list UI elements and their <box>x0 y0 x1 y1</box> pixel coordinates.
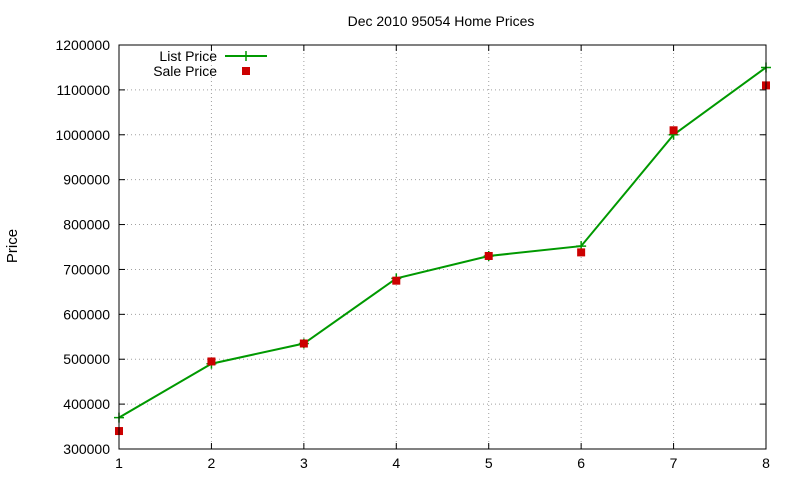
list-price-line <box>118 66 767 419</box>
x-tick-label: 3 <box>300 455 308 471</box>
grid-lines <box>119 45 766 449</box>
y-tick-label: 600000 <box>63 306 110 322</box>
x-tick-label: 4 <box>392 455 400 471</box>
sale-price-point <box>669 126 678 135</box>
y-tick-label: 1000000 <box>55 127 110 143</box>
x-tick-label: 6 <box>577 455 585 471</box>
x-tick-label: 2 <box>208 455 216 471</box>
y-tick-label: 300000 <box>63 441 110 457</box>
y-tick-label: 500000 <box>63 351 110 367</box>
sale-price-point <box>484 251 493 260</box>
y-tick-label: 1100000 <box>57 82 111 98</box>
x-tick-label: 1 <box>115 455 123 471</box>
sale-price-point <box>577 248 586 257</box>
y-tick-label: 400000 <box>63 396 110 412</box>
x-tick-label: 7 <box>670 455 678 471</box>
legend-label-sale-price: Sale Price <box>153 63 217 79</box>
legend-marker-sale-price <box>242 67 250 75</box>
chart-title: Dec 2010 95054 Home Prices <box>348 13 535 29</box>
x-tick-label: 8 <box>762 455 770 471</box>
y-axis-label: Price <box>4 229 21 263</box>
plot-frame <box>118 44 767 450</box>
sale-price-point <box>392 276 401 285</box>
legend-label-list-price: List Price <box>159 48 217 64</box>
x-tick-label: 5 <box>485 455 493 471</box>
data-series <box>114 62 771 436</box>
y-tick-label: 1200000 <box>55 37 110 53</box>
y-tick-label: 800000 <box>63 217 110 233</box>
sale-price-point <box>299 339 308 348</box>
y-tick-label: 900000 <box>63 172 110 188</box>
sale-price-point <box>207 357 216 366</box>
legend-marker-list-price <box>241 51 251 61</box>
axis-ticks: 1 2 3 4 5 6 7 8 300000 400000 500000 600000 700000 80… <box>55 37 770 471</box>
y-tick-label: 700000 <box>63 261 110 277</box>
